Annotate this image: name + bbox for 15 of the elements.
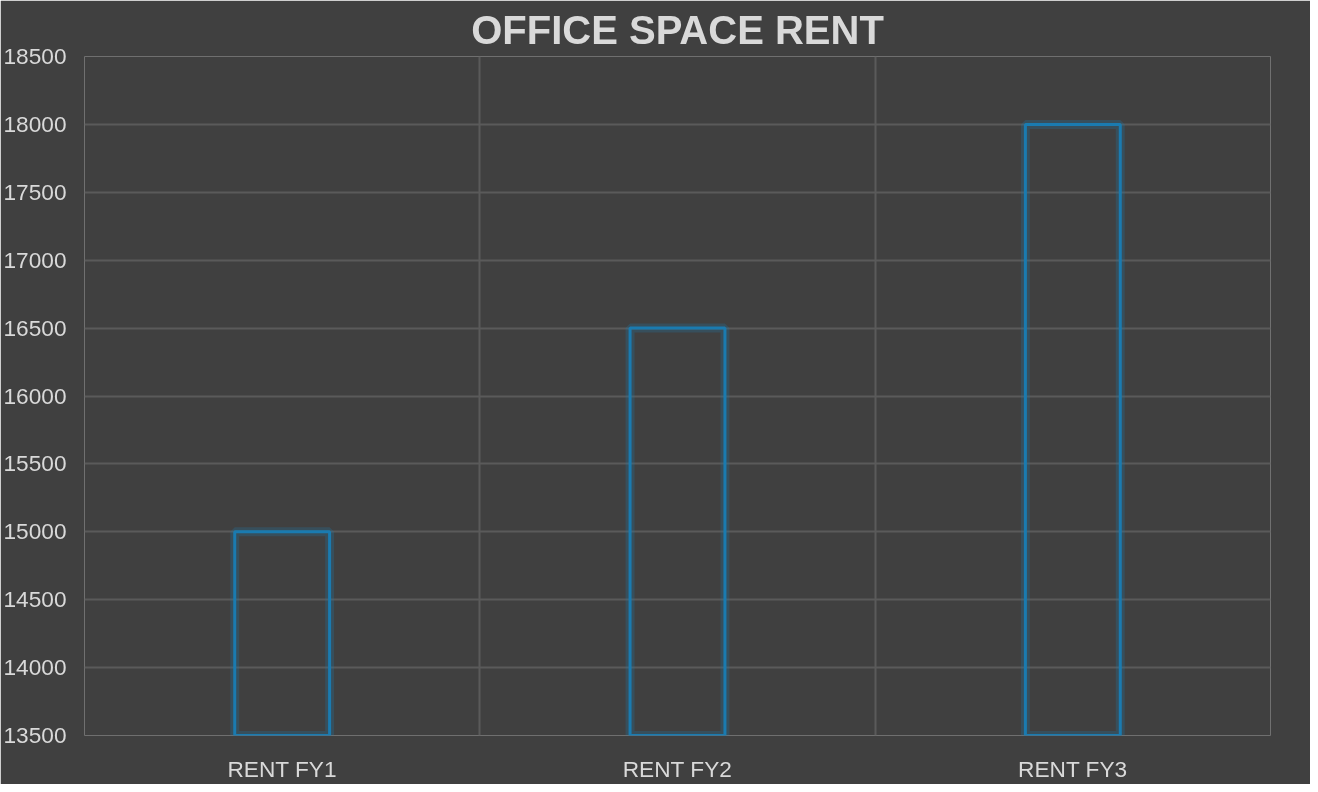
y-tick-label: 14500 [3,586,67,613]
y-tick-label: 16000 [3,382,67,409]
y-tick-label: 17500 [3,178,67,205]
chart-title: OFFICE SPACE RENT [471,7,884,52]
x-tick-label: RENT FY2 [622,755,732,782]
y-tick-label: 13500 [3,722,67,748]
x-tick-label: RENT FY3 [1018,755,1128,782]
y-tick-label: 14000 [3,654,67,681]
x-tick-label: RENT FY1 [227,755,337,782]
y-tick-label: 15000 [3,518,67,545]
y-tick-label: 18000 [3,110,67,137]
y-tick-label: 18500 [3,43,67,69]
y-tick-label: 16500 [3,314,67,341]
y-tick-label: 15500 [3,450,67,477]
y-tick-label: 17000 [3,246,67,273]
